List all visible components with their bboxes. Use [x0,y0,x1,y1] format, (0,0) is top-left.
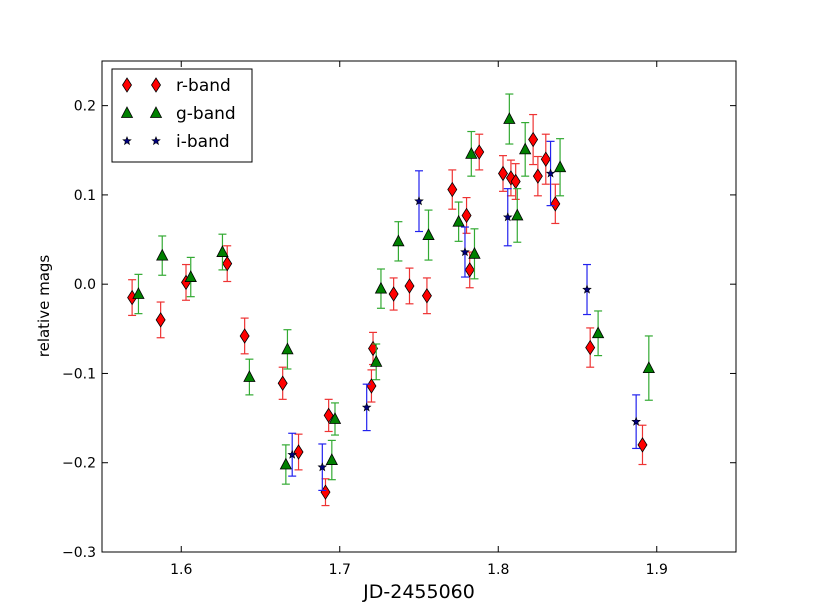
data-point [642,361,655,373]
data-marks [127,93,655,507]
data-point [317,462,328,472]
data-point [464,262,475,278]
data-point [631,416,641,426]
data-point [414,196,424,206]
data-point [277,375,288,392]
y-tick-label: 0.0 [74,277,96,293]
data-point [519,142,532,155]
data-point [216,245,229,257]
data-point [474,144,485,160]
data-point [532,168,543,184]
data-point [498,165,508,182]
legend: r-band g-band i-band [111,68,253,163]
data-point [156,248,169,261]
data-point [328,412,342,424]
x-tick-label: 1.7 [329,562,351,578]
plot-frame [101,60,737,553]
data-point [582,284,592,294]
data-point [528,131,539,148]
data-point [637,437,648,453]
data-point [325,453,338,465]
data-point [279,457,293,470]
data-point [468,246,481,259]
legend-marker [151,135,161,146]
y-tick-label: −0.1 [62,366,96,382]
y-tick-label: 0.1 [74,188,96,204]
legend-marker [122,77,132,93]
x-tick-label: 1.9 [646,562,668,578]
series-r-band [127,113,648,507]
data-point [422,228,435,240]
data-point [222,255,233,272]
x-tick-label: 1.6 [170,562,192,578]
data-point [421,288,432,304]
x-axis-label: JD-2455060 [362,581,475,603]
data-point [503,112,516,124]
legend-marker [122,135,132,146]
data-point [511,208,524,221]
data-point [155,312,166,328]
data-point [281,342,294,355]
series-i-band [287,140,641,492]
legend-label: r-band [176,76,231,96]
data-point [502,212,513,222]
legend-label: g-band [176,104,236,124]
legend-item-r-band: r-band [122,76,231,96]
data-point [374,281,388,294]
legend-item-g-band: g-band [120,104,236,124]
data-point [293,444,304,460]
data-point [132,287,145,299]
data-point [540,151,551,167]
data-point [184,270,197,282]
axis-ticks: 1.6 1.7 1.8 1.9 −0.3 −0.2 −0.1 0.0 0.1 0.2 [62,61,736,578]
x-tick-label: 1.8 [487,562,509,578]
data-point [323,407,334,424]
legend-item-i-band: i-band [122,132,230,152]
data-point [361,402,372,412]
data-point [460,247,470,257]
data-point [550,196,561,212]
data-point [370,354,383,367]
data-point [243,370,256,382]
data-point [545,168,556,178]
data-point [392,234,405,247]
data-point [452,214,465,227]
y-tick-label: −0.3 [62,545,96,561]
data-point [591,326,605,339]
legend-marker [120,106,134,118]
data-point [404,278,415,294]
y-tick-label: 0.2 [74,99,96,115]
data-point [388,286,399,302]
y-tick-label: −0.2 [62,456,96,472]
y-axis-label: relative mags [35,255,53,358]
legend-marker [151,77,161,93]
data-point [461,207,472,224]
data-point [553,160,567,173]
data-point [465,146,478,159]
data-point [585,339,596,356]
data-point [447,181,458,198]
legend-marker [149,106,163,118]
data-point [239,328,250,344]
legend-box [111,68,253,163]
legend-label: i-band [176,132,230,152]
data-point [287,449,297,459]
series-g-band [132,93,655,485]
